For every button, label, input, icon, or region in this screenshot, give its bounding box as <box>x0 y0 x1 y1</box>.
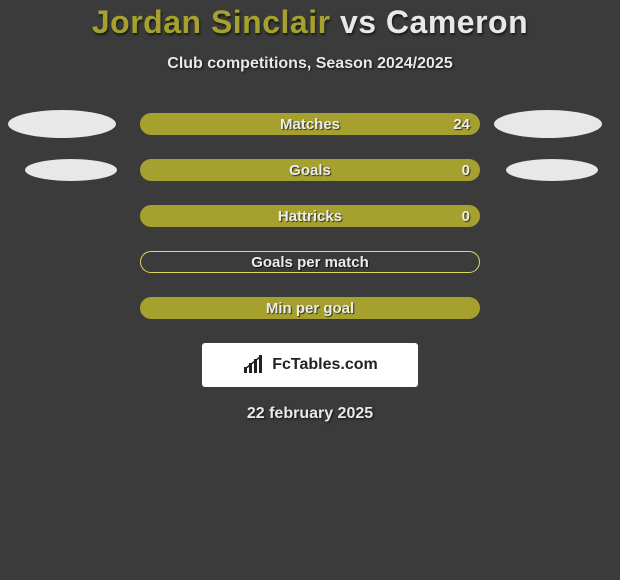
stat-row-hattricks: Hattricks 0 <box>0 205 620 227</box>
badge-text: FcTables.com <box>272 356 378 374</box>
stat-bar: Goals per match <box>140 251 480 273</box>
snapshot-date: 22 february 2025 <box>247 405 373 423</box>
stat-label: Goals <box>289 162 331 179</box>
stat-value-b: 24 <box>453 116 470 133</box>
stat-value-b: 0 <box>462 162 470 179</box>
bar-chart-icon <box>242 355 266 375</box>
stat-label: Goals per match <box>251 254 369 271</box>
ellipse-left-icon <box>25 159 117 181</box>
stat-value-b: 0 <box>462 208 470 225</box>
stat-label: Matches <box>280 116 340 133</box>
stat-row-goals: Goals 0 <box>0 159 620 181</box>
ellipse-right-icon <box>494 110 602 138</box>
stat-bar: Hattricks 0 <box>140 205 480 227</box>
ellipse-right-icon <box>506 159 598 181</box>
stat-label: Min per goal <box>266 300 354 317</box>
player-b-name: Cameron <box>386 4 528 40</box>
stat-bar: Min per goal <box>140 297 480 319</box>
stat-bar: Goals 0 <box>140 159 480 181</box>
comparison-card: Jordan Sinclair vs Cameron Club competit… <box>0 0 620 423</box>
page-title: Jordan Sinclair vs Cameron <box>92 4 528 41</box>
vs-separator: vs <box>331 4 386 40</box>
stat-row-matches: Matches 24 <box>0 113 620 135</box>
source-badge: FcTables.com <box>202 343 418 387</box>
stat-bar: Matches 24 <box>140 113 480 135</box>
stat-rows: Matches 24 Goals 0 Hattricks 0 Goals per <box>0 113 620 319</box>
subtitle: Club competitions, Season 2024/2025 <box>167 55 452 73</box>
player-a-name: Jordan Sinclair <box>92 4 331 40</box>
stat-label: Hattricks <box>278 208 342 225</box>
stat-row-goals-per-match: Goals per match <box>0 251 620 273</box>
ellipse-left-icon <box>8 110 116 138</box>
stat-row-min-per-goal: Min per goal <box>0 297 620 319</box>
